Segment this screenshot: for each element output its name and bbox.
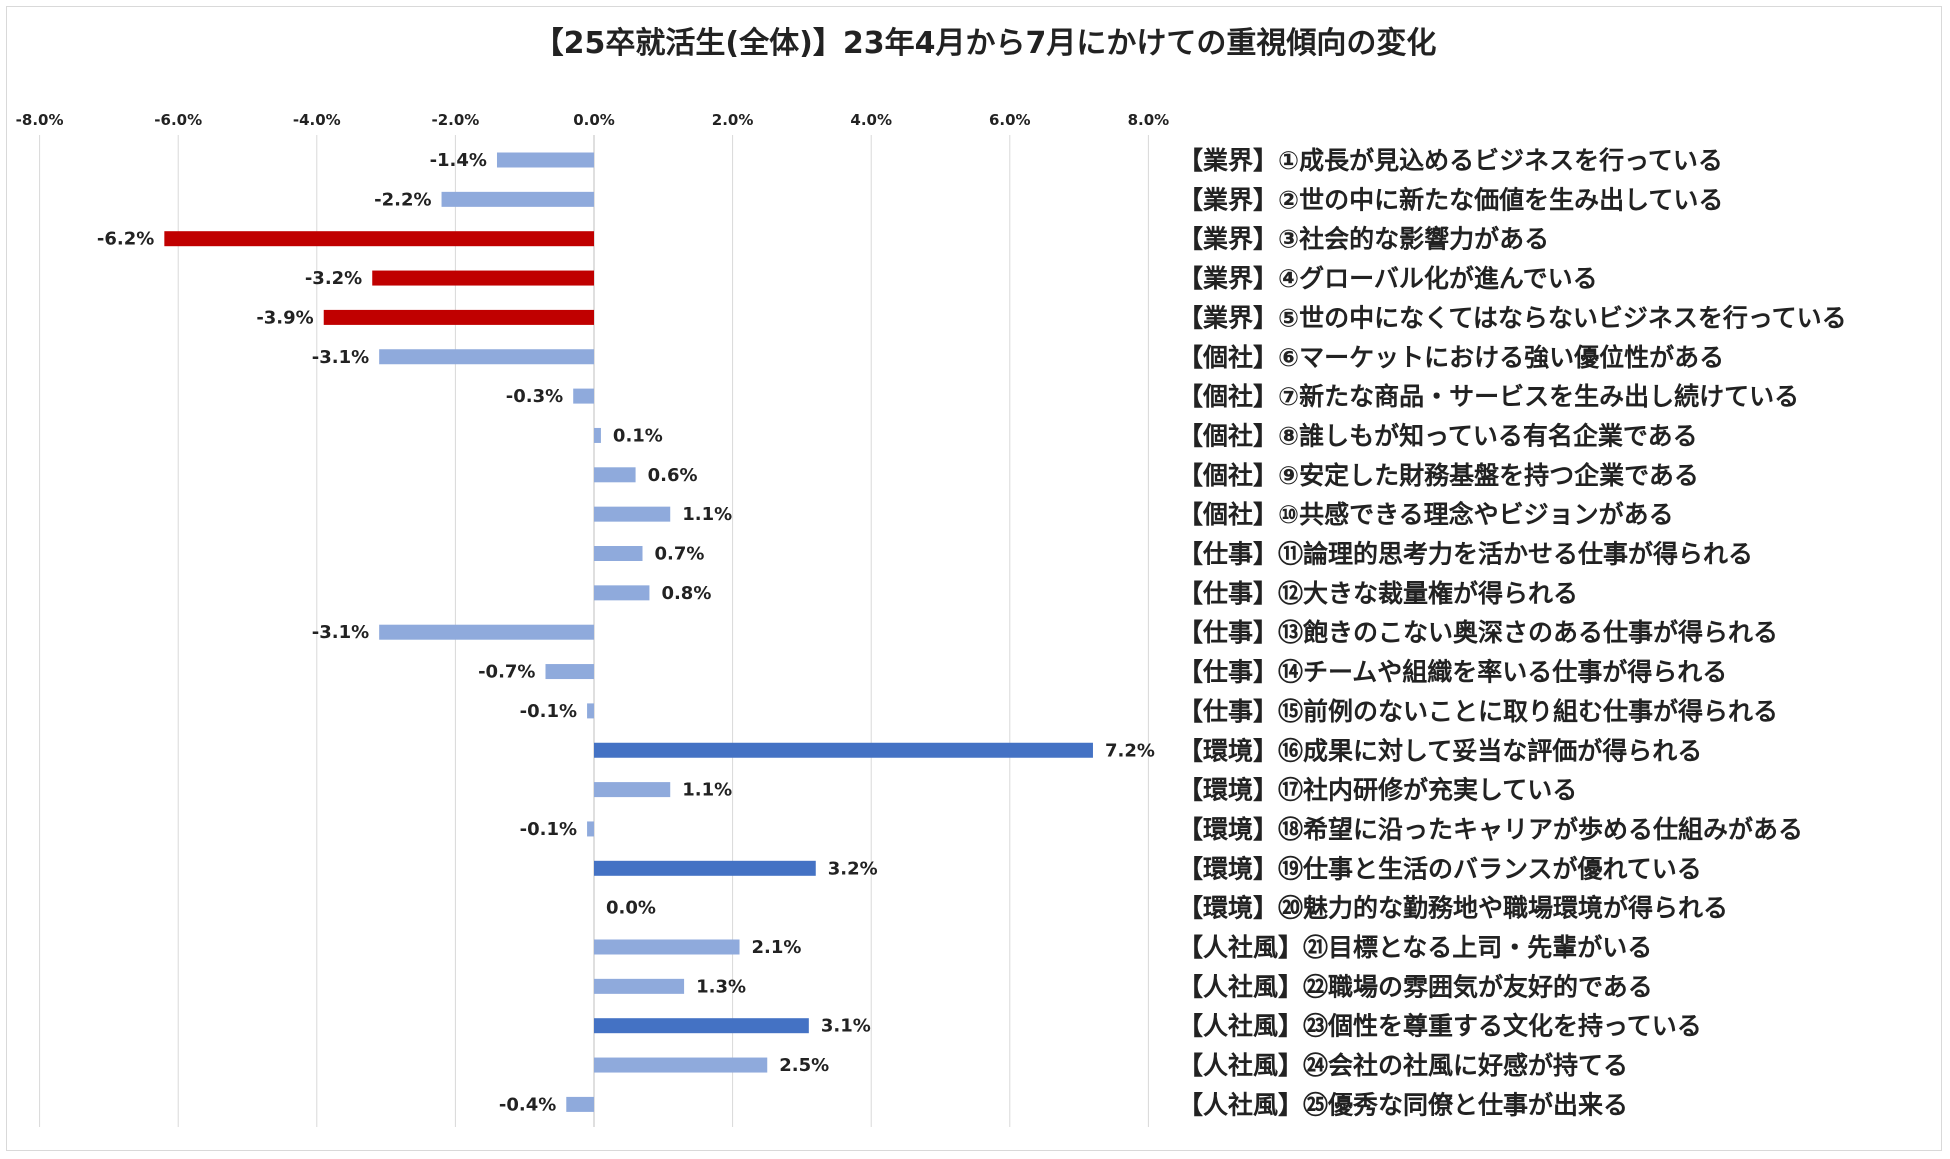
bar	[594, 585, 650, 601]
data-label: 3.2%	[828, 858, 878, 879]
category-label: 【業界】②世の中に新たな価値を生み出している	[1178, 185, 1723, 214]
x-axis-ticks: -8.0% -6.0% -4.0% -2.0% 0.0% 2.0% 4.0% 6.0% 8.0%	[16, 111, 1170, 129]
bar	[594, 1018, 809, 1034]
bars	[164, 152, 1093, 1112]
bar	[594, 467, 636, 483]
category-label: 【個社】⑧誰しもが知っている有名企業である	[1178, 421, 1698, 450]
data-label: -2.2%	[374, 189, 431, 210]
x-tick-label: -4.0%	[293, 111, 341, 129]
bar	[594, 939, 740, 955]
category-label: 【仕事】⑪論理的思考力を活かせる仕事が得られる	[1178, 540, 1753, 569]
bar	[372, 270, 594, 286]
bar	[587, 821, 594, 837]
bar	[594, 506, 671, 522]
data-label: -3.1%	[312, 622, 369, 643]
bar	[379, 349, 594, 365]
category-label: 【人社風】㉔会社の社風に好感が持てる	[1178, 1051, 1628, 1080]
bar	[594, 860, 816, 876]
data-label: 2.5%	[779, 1055, 829, 1076]
data-label: -3.2%	[305, 268, 362, 289]
category-label: 【仕事】⑮前例のないことに取り組む仕事が得られる	[1178, 697, 1778, 726]
data-label: -1.4%	[430, 150, 487, 171]
data-label: 0.1%	[613, 425, 663, 446]
bar	[594, 1057, 768, 1073]
category-label: 【仕事】⑭チームや組織を率いる仕事が得られる	[1178, 658, 1727, 687]
data-label: -0.1%	[520, 701, 577, 722]
bar	[164, 231, 594, 247]
data-label: -0.7%	[478, 662, 535, 683]
bar	[594, 427, 601, 443]
category-label: 【個社】⑩共感できる理念やビジョンがある	[1178, 500, 1674, 529]
x-tick-label: 4.0%	[850, 111, 892, 129]
x-tick-label: 6.0%	[989, 111, 1031, 129]
category-label: 【仕事】⑫大きな裁量権が得られる	[1178, 579, 1578, 608]
bar	[594, 978, 685, 994]
category-labels: 【業界】①成長が見込めるビジネスを行っている【業界】②世の中に新たな価値を生み出…	[1178, 146, 1847, 1119]
category-label: 【環境】⑱希望に沿ったキャリアが歩める仕組みがある	[1178, 815, 1803, 844]
x-tick-label: 2.0%	[712, 111, 754, 129]
bar	[441, 191, 594, 207]
x-tick-label: -2.0%	[431, 111, 479, 129]
data-label: -3.1%	[312, 347, 369, 368]
category-label: 【環境】⑳魅力的な勤務地や職場環境が得られる	[1178, 894, 1728, 923]
category-label: 【個社】⑨安定した財務基盤を持つ企業である	[1178, 461, 1699, 490]
data-label: -3.9%	[256, 307, 313, 328]
bar	[566, 1096, 594, 1112]
data-label: -6.2%	[97, 229, 154, 250]
category-label: 【人社風】㉒職場の雰囲気が友好的である	[1178, 972, 1653, 1001]
category-label: 【人社風】㉕優秀な同僚と仕事が出来る	[1178, 1090, 1628, 1119]
data-label: 3.1%	[821, 1016, 871, 1037]
gridlines	[39, 135, 1149, 1127]
category-label: 【環境】⑯成果に対して妥当な評価が得られる	[1178, 736, 1702, 765]
category-label: 【業界】④グローバル化が進んでいる	[1178, 264, 1598, 293]
category-label: 【業界】③社会的な影響力がある	[1178, 225, 1549, 254]
data-label: 0.6%	[648, 465, 698, 486]
category-label: 【環境】⑲仕事と生活のバランスが優れている	[1178, 854, 1702, 883]
data-label: -0.4%	[499, 1094, 556, 1115]
x-tick-label: 0.0%	[573, 111, 615, 129]
bar	[594, 782, 671, 798]
data-label: -0.1%	[520, 819, 577, 840]
bar	[594, 742, 1093, 758]
data-label: 1.3%	[696, 976, 746, 997]
bar	[594, 546, 643, 561]
chart-title: 【25卒就活生(全体)】23年4月から7月にかけての重視傾向の変化	[534, 26, 1437, 61]
bar	[587, 703, 594, 719]
category-label: 【業界】①成長が見込めるビジネスを行っている	[1178, 146, 1723, 175]
bar	[379, 624, 594, 640]
chart-frame	[6, 6, 1942, 1151]
data-label: 0.0%	[606, 898, 656, 919]
category-label: 【業界】⑤世の中になくてはならないビジネスを行っている	[1178, 303, 1847, 332]
data-label: -0.3%	[506, 386, 563, 407]
x-tick-label: 8.0%	[1128, 111, 1170, 129]
category-label: 【環境】⑰社内研修が充実している	[1178, 776, 1577, 805]
data-label: 0.7%	[655, 544, 705, 565]
category-label: 【個社】⑦新たな商品・サービスを生み出し続けている	[1178, 382, 1799, 411]
data-label: 2.1%	[752, 937, 802, 958]
data-label: 1.1%	[682, 504, 732, 525]
data-label: 1.1%	[682, 780, 732, 801]
bar	[496, 152, 594, 168]
category-label: 【個社】⑥マーケットにおける強い優位性がある	[1178, 343, 1724, 372]
bar	[323, 309, 594, 325]
bar	[545, 664, 594, 680]
x-tick-label: -8.0%	[16, 111, 64, 129]
category-label: 【仕事】⑬飽きのこない奥深さのある仕事が得られる	[1178, 618, 1778, 647]
category-label: 【人社風】㉑目標となる上司・先輩がいる	[1178, 933, 1652, 962]
data-label: 0.8%	[661, 583, 711, 604]
x-tick-label: -6.0%	[154, 111, 202, 129]
category-label: 【人社風】㉓個性を尊重する文化を持っている	[1178, 1012, 1702, 1041]
bar	[573, 388, 594, 404]
data-labels: -1.4% -2.2% -6.2% -3.2% -3.9% -3.1% -0.3% 0.1% 0…	[97, 150, 1155, 1115]
data-label: 7.2%	[1105, 740, 1155, 761]
